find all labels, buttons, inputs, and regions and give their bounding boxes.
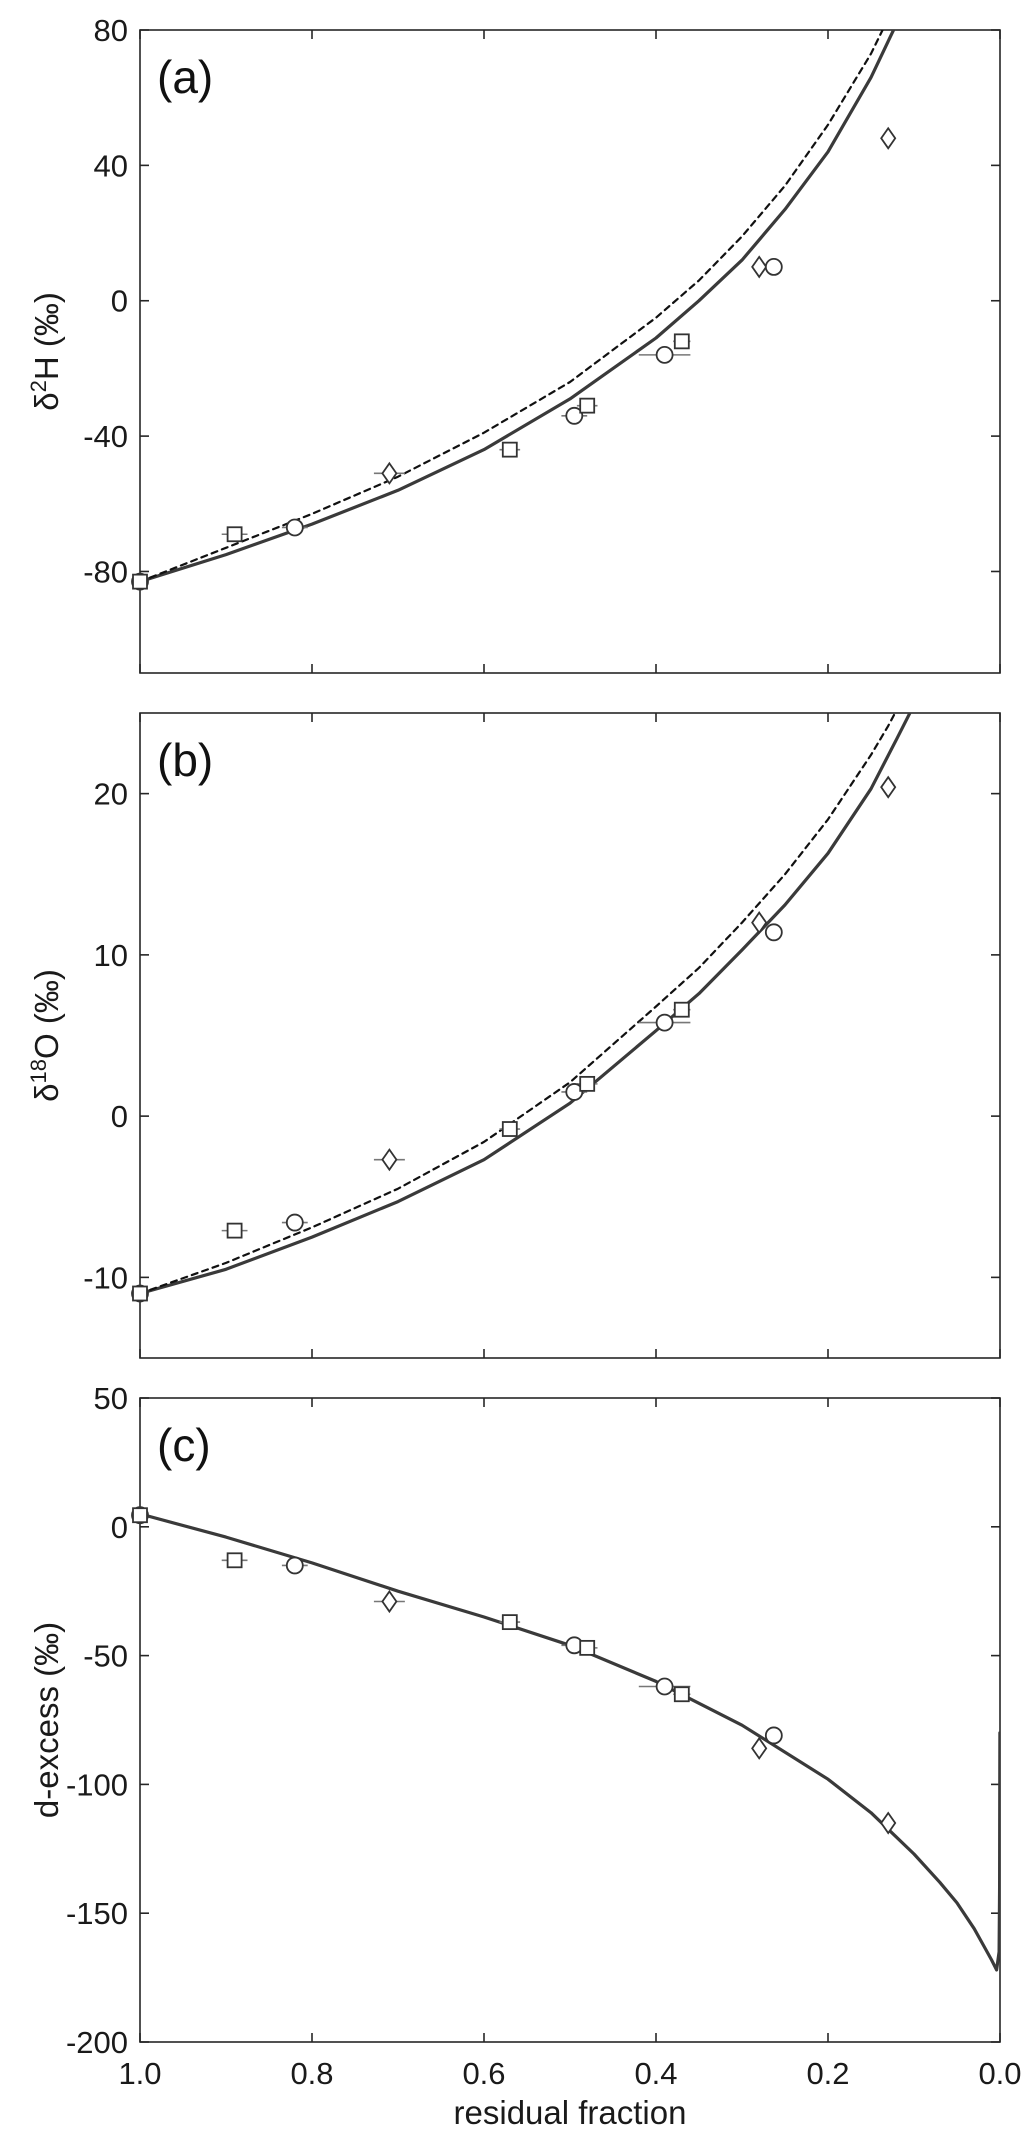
data-point-circle (764, 257, 783, 276)
plot-frame (139, 1397, 1001, 2043)
y-tick-label: -150 (66, 1896, 128, 1931)
data-point-circle (764, 1726, 783, 1745)
y-tick-label: -100 (66, 1767, 128, 1802)
y-tick-label: -50 (83, 1639, 128, 1674)
y-tick-label: 80 (94, 13, 128, 48)
y-tick-label: 20 (94, 777, 128, 812)
y-tick-label: -80 (83, 554, 128, 589)
data-point-square (226, 526, 243, 543)
curves (140, 1512, 1000, 1972)
x-axis-label: residual fraction (454, 2094, 687, 2131)
data-point-square (226, 1552, 243, 1569)
data-point-circle (285, 1556, 304, 1575)
y-axis-label: d-excess (‰) (28, 1622, 65, 1818)
plot-frame (139, 29, 1001, 674)
data-point-circle (285, 518, 304, 537)
curves (140, 30, 896, 584)
data-point-circle (764, 923, 783, 942)
dashed-model-curve (140, 713, 897, 1295)
y-tick-label: 0 (111, 1510, 128, 1545)
x-tick-label: 1.0 (118, 2056, 161, 2091)
y-axis-label: δ18O (‰) (26, 969, 66, 1102)
y-tick-label: -10 (83, 1260, 128, 1295)
data-point-diamond (880, 1811, 897, 1835)
y-axis-label: δ2H (‰) (26, 292, 66, 411)
dashed-model-curve (140, 30, 884, 583)
solid-model-curve (140, 30, 896, 584)
data-point-circle (565, 1083, 584, 1101)
x-tick-label: 0.6 (462, 2056, 505, 2091)
x-tick-label: 0.0 (978, 2056, 1021, 2091)
data-point-diamond (751, 1736, 768, 1760)
data-point-square (673, 1001, 690, 1018)
data-point-square (226, 1222, 243, 1239)
panel-a: -80 -40 0 40 80 (a) δ2H (‰) (26, 13, 1001, 674)
y-tick-label: -200 (66, 2025, 128, 2060)
data-point-diamond (381, 461, 398, 485)
data-point-circle (285, 1213, 304, 1232)
data-point-square (579, 1639, 596, 1656)
panel-label: (b) (157, 734, 213, 786)
x-tick-label: 0.2 (806, 2056, 849, 2091)
panel-label: (a) (157, 51, 213, 103)
data-point-diamond (751, 911, 768, 935)
data-point-square (132, 573, 148, 590)
data-point-square (132, 1285, 148, 1302)
data-point-square (579, 397, 596, 414)
data-point-square (673, 333, 690, 350)
y-tick-label: 0 (111, 284, 128, 319)
x-tick-label: 0.8 (290, 2056, 333, 2091)
data-point-square (673, 1686, 690, 1703)
data-point-circle (565, 406, 584, 425)
x-tick-label: 0.4 (634, 2056, 677, 2091)
data-point-square (579, 1075, 596, 1092)
curves (140, 713, 912, 1296)
data-point-diamond (880, 775, 897, 799)
data-point-diamond (381, 1589, 398, 1614)
data-point-diamond (751, 255, 768, 279)
y-tick-label: 50 (94, 1381, 128, 1416)
data-point-circle (655, 1013, 674, 1032)
data-point-square (132, 1507, 148, 1524)
y-tick-label: 0 (111, 1099, 128, 1134)
data-point-diamond (381, 1148, 398, 1172)
data-point-circle (655, 345, 674, 364)
y-tick-label: -40 (83, 419, 128, 454)
y-tick-label: 40 (94, 148, 128, 183)
data-point-square (501, 441, 518, 458)
data-point-diamond (880, 126, 897, 150)
panel-label: (c) (157, 1419, 211, 1471)
data-point-square (501, 1121, 518, 1137)
data-point-square (501, 1614, 518, 1631)
panel-c: -200 -150 -100 -50 0 50 1.0 0.8 0.6 0.4 0.2 0.0 (c) d… (28, 1381, 1022, 2131)
panel-b: -10 0 10 20 (b) δ18O (‰) (26, 712, 1001, 1359)
y-tick-label: 10 (94, 938, 128, 973)
solid-model-curve (140, 1512, 1000, 1972)
solid-model-curve (140, 713, 912, 1296)
plot-frame (139, 712, 1001, 1359)
data-point-circle (655, 1677, 674, 1696)
